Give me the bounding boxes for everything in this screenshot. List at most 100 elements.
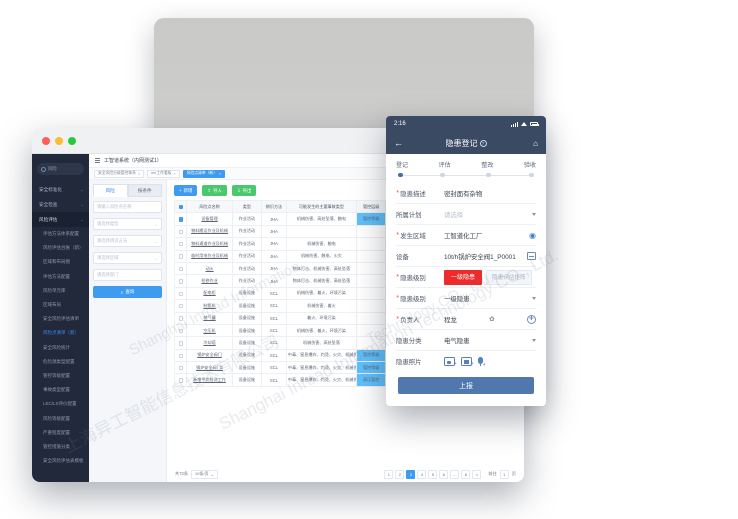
page-button-...[interactable]: ... <box>450 469 460 479</box>
field-value[interactable]: 密封面有杂物 <box>444 189 536 198</box>
step-label-2[interactable]: 整改 <box>481 163 494 169</box>
field-value[interactable]: 程龙 ✿ ✚ <box>444 314 536 324</box>
step-label-0[interactable]: 登记 <box>396 163 409 169</box>
sidebar-item-2[interactable]: 区域和布局图 <box>32 255 89 269</box>
tab-1[interactable]: me工作看板 × <box>147 169 180 178</box>
checkbox-icon[interactable] <box>178 341 183 346</box>
sidebar-item-0[interactable]: 评估方法体系配置 <box>32 227 89 241</box>
field-occurrence-area[interactable]: * 发生区域 工智道化工厂 ◉ <box>396 225 536 246</box>
row-checkbox-cell[interactable] <box>173 249 188 263</box>
field-hazard-level[interactable]: * 隐患级别 一级隐患 <box>396 288 536 309</box>
field-value[interactable]: 电气隐患 <box>444 336 536 345</box>
sidebar-item-4[interactable]: 风险单元库 <box>32 284 89 298</box>
page-button-5[interactable]: 5 <box>428 469 438 479</box>
page-button->[interactable]: > <box>472 469 482 479</box>
row-checkbox-cell[interactable] <box>173 237 188 251</box>
row-checkbox-cell[interactable] <box>173 348 188 363</box>
image-add-icon[interactable]: + <box>444 356 457 367</box>
sidebar-item-8[interactable]: 安全风险统计 <box>32 341 89 355</box>
help-icon[interactable]: ? <box>479 139 487 147</box>
field-hazard-description[interactable]: * 隐患描述 密封面有杂物 <box>396 183 536 204</box>
filter-dept-select[interactable]: 请选择部门 <box>93 269 162 281</box>
row-checkbox-cell[interactable] <box>173 311 188 325</box>
home-icon[interactable]: ⌂ <box>533 138 538 148</box>
checkbox-icon[interactable] <box>178 328 183 334</box>
gear-icon[interactable]: ✿ <box>489 316 495 323</box>
sidebar-search[interactable]: 风险 <box>37 163 84 175</box>
filter-type-select[interactable]: 请选择类型 ⌄ <box>93 218 162 230</box>
row-name[interactable]: 配电柜 <box>186 286 233 301</box>
row-name[interactable]: 冷却塔 <box>186 336 233 350</box>
page-button-3[interactable]: 3 <box>406 469 416 479</box>
filter-method-select[interactable]: 请选择辨识方法 ⌄ <box>93 235 162 247</box>
tab-0[interactable]: 安全风险分级管控体系 × <box>94 169 145 178</box>
close-icon[interactable]: × <box>173 171 176 176</box>
step-dot-2[interactable] <box>486 172 491 178</box>
checkbox-icon[interactable] <box>178 254 183 259</box>
page-button-1[interactable]: 1 <box>384 469 394 479</box>
checkbox-icon[interactable] <box>178 303 183 309</box>
sidebar-item-12[interactable]: LEC/LS评价配置 <box>32 397 89 411</box>
page-button-6[interactable]: 6 <box>439 469 449 479</box>
minimize-icon[interactable] <box>55 136 63 145</box>
audio-add-icon[interactable]: + <box>478 356 486 367</box>
field-value[interactable]: 10t/h锅炉安全阀1_P0001 <box>444 252 536 261</box>
menu-icon[interactable] <box>95 158 100 163</box>
sidebar-item-16[interactable]: 安全风险评估表模板 <box>32 454 89 468</box>
add-button[interactable]: + 新增 <box>174 185 198 196</box>
row-name[interactable]: 检修作业 <box>186 274 233 288</box>
field-responsible-person[interactable]: * 负责人 程龙 ✿ ✚ <box>396 309 536 330</box>
filter-tab-condition[interactable]: 按条件 <box>127 184 162 197</box>
row-checkbox-cell[interactable] <box>173 373 188 387</box>
page-button-4[interactable]: 4 <box>417 469 427 479</box>
close-icon[interactable]: × <box>219 171 222 176</box>
checkbox-icon[interactable] <box>178 316 183 321</box>
checkbox-icon[interactable] <box>178 378 183 383</box>
select-all-header[interactable] <box>173 200 188 214</box>
row-checkbox-cell[interactable] <box>173 261 188 276</box>
step-dot-1[interactable] <box>440 172 445 178</box>
search-button[interactable]: ⌕ 查询 <box>93 286 162 298</box>
checkbox-icon[interactable] <box>178 291 183 296</box>
field-related-plan[interactable]: 所属计划 请选择 <box>396 204 536 225</box>
step-label-1[interactable]: 评估 <box>438 163 451 169</box>
sidebar-item-3[interactable]: 评估方法配置 <box>32 270 89 284</box>
step-dot-3[interactable] <box>529 172 534 178</box>
scan-icon[interactable] <box>527 252 536 260</box>
sidebar-item-6[interactable]: 安全风险评估清单 <box>32 312 89 326</box>
checkbox-icon[interactable] <box>178 365 183 371</box>
submit-button[interactable]: 上报 <box>398 377 534 394</box>
video-add-icon[interactable]: + <box>461 356 474 367</box>
field-value[interactable]: 工智道化工厂 ◉ <box>444 231 536 240</box>
matrix-button[interactable]: 隐患评估矩阵 <box>486 269 532 285</box>
row-name[interactable]: 制氮机 <box>186 299 233 313</box>
sidebar-item-15[interactable]: 管控措施分类 <box>32 440 89 454</box>
sidebar-item-11[interactable]: 事故类型配置 <box>32 383 89 397</box>
row-checkbox-cell[interactable] <box>173 274 188 288</box>
row-checkbox-cell[interactable] <box>173 323 188 338</box>
sidebar-group-standardization[interactable]: 安全标准化 ⌄ <box>32 182 89 197</box>
filter-area-select[interactable]: 请选择区域 ⌄ <box>93 252 162 264</box>
checkbox-icon[interactable] <box>178 229 183 235</box>
row-checkbox-cell[interactable] <box>173 361 188 375</box>
sidebar-item-10[interactable]: 管控等级配置 <box>32 369 89 383</box>
row-checkbox-cell[interactable] <box>173 212 188 226</box>
export-button[interactable]: ⇩ 导出 <box>231 185 257 196</box>
field-hazard-category[interactable]: 隐患分类 电气隐患 <box>396 330 536 351</box>
row-name[interactable]: 动火 <box>186 261 233 276</box>
location-pin-icon[interactable]: ◉ <box>529 230 536 240</box>
close-icon[interactable]: × <box>137 171 141 176</box>
sidebar-group-risk-assessment[interactable]: 风险评估 ⌄ <box>32 212 89 227</box>
checkbox-icon[interactable] <box>178 279 183 284</box>
field-value[interactable]: 请选择 <box>444 210 536 219</box>
back-icon[interactable]: ← <box>394 138 403 148</box>
hazard-level-badge[interactable]: 一级隐患 <box>444 269 483 285</box>
checkbox-icon[interactable] <box>178 353 183 358</box>
row-name[interactable]: 锅炉安全阀门2 <box>186 361 233 375</box>
row-name[interactable]: 新增甲烷检测工作 <box>186 373 233 387</box>
filter-name-input[interactable]: 请输入风险点名称 <box>93 201 162 213</box>
filter-tab-risk[interactable]: 风险 <box>93 184 128 197</box>
field-value[interactable]: 一级隐患 <box>444 294 536 303</box>
field-hazard-matrix[interactable]: * 隐患级别 一级隐患 隐患评估矩阵 <box>396 267 536 288</box>
import-button[interactable]: ⇪ 导入 <box>202 185 227 196</box>
